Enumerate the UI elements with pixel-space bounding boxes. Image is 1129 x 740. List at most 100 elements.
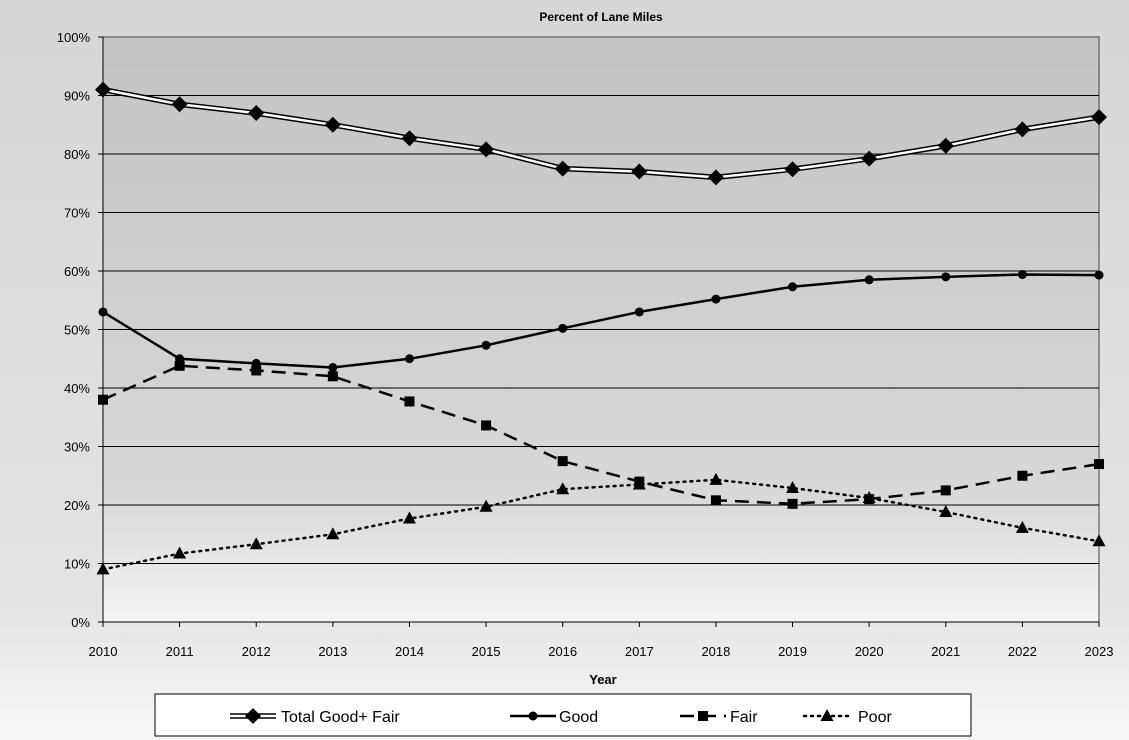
data-point-total-good-fair — [554, 160, 571, 177]
legend-item-poor: Poor — [802, 709, 892, 726]
x-tick-label: 2017 — [625, 644, 654, 659]
data-point-poor — [402, 511, 416, 524]
data-point-good — [788, 282, 798, 292]
x-tick-label: 2016 — [548, 644, 577, 659]
data-point-good — [1017, 270, 1027, 280]
data-point-good — [175, 354, 185, 364]
legend-marker-good — [528, 711, 538, 721]
legend: Total Good+ Fair Good Fair Poor — [154, 693, 972, 737]
data-point-total-good-fair — [1091, 109, 1107, 126]
x-tick-label: 2022 — [1008, 644, 1037, 659]
y-tick-label: 50% — [64, 323, 90, 338]
x-tick-label: 2011 — [166, 644, 194, 659]
data-point-poor — [939, 505, 953, 518]
y-tick-label: 60% — [64, 264, 90, 279]
data-point-fair — [634, 476, 645, 487]
legend-marker-fair — [698, 711, 708, 721]
x-tick-label: 2020 — [855, 644, 884, 659]
legend-marker-total-good-fair — [245, 708, 261, 724]
legend-label: Poor — [858, 709, 892, 726]
series-line-fair — [102, 364, 1100, 506]
data-point-total-good-fair — [631, 163, 648, 180]
x-tick-label: 2023 — [1085, 644, 1114, 659]
y-tick-label: 30% — [64, 440, 90, 455]
data-point-total-good-fair — [707, 169, 724, 186]
data-point-total-good-fair — [784, 161, 801, 178]
data-point-good — [251, 358, 261, 368]
series-fair — [98, 360, 1104, 509]
legend-label: Total Good+ Fair — [281, 709, 400, 726]
data-point-poor — [1015, 520, 1029, 533]
data-point-fair — [481, 420, 492, 431]
x-tick-label: 2021 — [931, 644, 960, 659]
data-point-good — [941, 272, 951, 282]
data-point-poor — [173, 546, 187, 559]
x-tick-label: 2010 — [89, 644, 118, 659]
data-point-fair — [557, 456, 568, 467]
x-tick-label: 2012 — [242, 644, 271, 659]
data-point-fair — [174, 360, 185, 371]
x-tick-label: 2014 — [395, 644, 424, 659]
chart-title: Percent of Lane Miles — [539, 10, 663, 24]
legend-marker-poor — [820, 709, 834, 721]
series-line-poor — [101, 478, 1101, 571]
x-axis-title: Year — [589, 672, 616, 687]
series-line-good — [102, 273, 1100, 369]
data-point-fair — [787, 498, 798, 509]
data-point-good — [1094, 270, 1104, 280]
data-point-poor — [479, 499, 493, 512]
data-point-poor — [1092, 534, 1106, 547]
y-tick-label: 40% — [64, 381, 90, 396]
y-tick-label: 0% — [71, 615, 90, 630]
series-good — [98, 270, 1104, 373]
data-point-good — [481, 340, 491, 350]
x-tick-label: 2018 — [701, 644, 730, 659]
data-point-good — [404, 354, 414, 364]
data-point-good — [634, 307, 644, 317]
data-point-poor — [709, 472, 723, 485]
data-point-poor — [556, 482, 570, 495]
gridlines — [103, 95, 1099, 564]
data-point-fair — [1094, 459, 1104, 470]
data-point-good — [328, 363, 338, 373]
axes: 0% 10% 20% 30% 40% 50% 60% 70% 80% 90% 100% 2010 201… — [57, 30, 1114, 659]
series-total-good-fair — [95, 81, 1107, 186]
y-tick-label: 80% — [64, 147, 90, 162]
data-point-fair — [404, 396, 415, 407]
legend-item-fair: Fair — [680, 709, 758, 726]
data-point-total-good-fair — [401, 130, 418, 147]
x-tick-label: 2015 — [472, 644, 501, 659]
series-line-total-good-fair — [102, 88, 1100, 179]
data-point-fair — [1017, 470, 1028, 481]
data-point-total-good-fair — [937, 137, 954, 154]
legend-box — [154, 693, 972, 737]
y-tick-label: 90% — [64, 89, 90, 104]
legend-item-good: Good — [510, 709, 598, 726]
data-point-good — [558, 323, 568, 333]
data-point-fair — [327, 371, 338, 382]
data-point-total-good-fair — [324, 116, 341, 133]
x-tick-label: 2019 — [778, 644, 807, 659]
x-tick-label: 2013 — [318, 644, 347, 659]
data-point-fair — [940, 485, 951, 496]
data-point-total-good-fair — [248, 105, 265, 122]
data-point-total-good-fair — [1014, 121, 1031, 138]
series-layer — [95, 81, 1107, 575]
data-point-total-good-fair — [478, 141, 495, 158]
data-point-good — [864, 275, 874, 285]
data-point-poor — [326, 527, 340, 540]
data-point-poor — [786, 481, 800, 494]
legend-label: Fair — [730, 709, 758, 726]
y-tick-label: 20% — [64, 498, 90, 513]
data-point-fair — [251, 365, 262, 376]
data-point-total-good-fair — [861, 150, 878, 167]
legend-label: Good — [559, 709, 598, 726]
y-tick-label: 10% — [64, 557, 90, 572]
data-point-poor — [249, 537, 263, 550]
data-point-good — [711, 294, 721, 304]
data-point-total-good-fair — [171, 96, 188, 113]
y-tick-label: 100% — [57, 30, 91, 45]
data-point-fair — [710, 495, 721, 506]
